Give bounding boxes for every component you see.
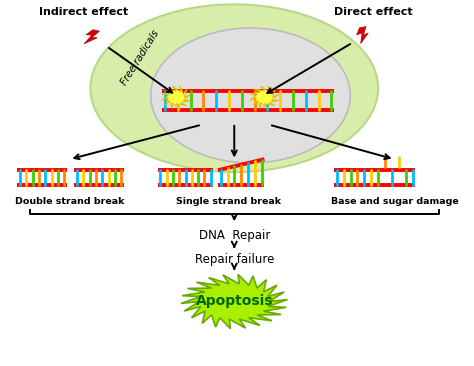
Text: Free radicals: Free radicals [119,28,162,87]
Polygon shape [181,274,288,329]
Text: Direct effect: Direct effect [334,7,413,17]
Text: Repair failure: Repair failure [195,253,274,266]
Polygon shape [84,30,100,44]
Polygon shape [162,86,191,109]
Polygon shape [250,86,279,109]
Text: Single strand break: Single strand break [176,197,281,206]
Ellipse shape [151,28,350,163]
Text: Double strand break: Double strand break [15,197,124,206]
Text: Apoptosis: Apoptosis [195,295,273,309]
Ellipse shape [91,4,378,172]
Text: Base and sugar damage: Base and sugar damage [330,197,458,206]
Text: Indirect effect: Indirect effect [39,7,128,17]
Text: DNA  Repair: DNA Repair [199,229,270,242]
Polygon shape [357,27,368,44]
